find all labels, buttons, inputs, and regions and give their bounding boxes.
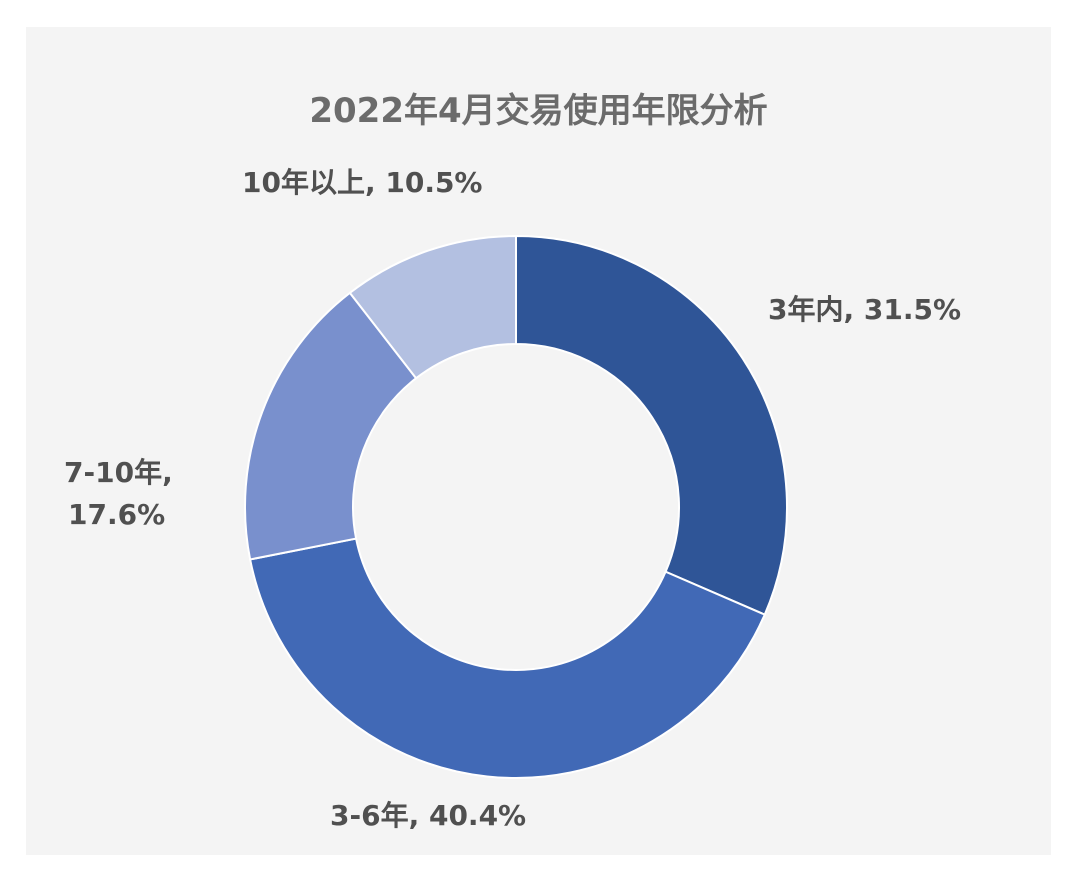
data-label-3-6yr: 3-6年, 40.4% <box>330 795 526 837</box>
data-label-line: 10年以上, 10.5% <box>242 166 483 199</box>
donut-chart <box>244 234 788 779</box>
data-label-line: 3年内, 31.5% <box>768 293 962 326</box>
data-label-line: 7-10年, <box>64 456 173 489</box>
data-label-line: 17.6% <box>68 498 166 531</box>
slice-3yr-within <box>515 234 788 616</box>
data-label-line: 3-6年, 40.4% <box>330 799 527 832</box>
slice-10yr-plus <box>348 234 517 380</box>
slice-7-10yr <box>244 291 418 561</box>
data-label-3yr-within: 3年内, 31.5% <box>768 289 961 331</box>
data-label-10yr-plus: 10年以上, 10.5% <box>242 162 483 204</box>
data-label-7-10yr: 7-10年, 17.6% <box>64 452 173 536</box>
chart-title: 2022年4月交易使用年限分析 <box>309 91 768 131</box>
chart-panel: 2022年4月交易使用年限分析 3年内, 31.5% 3-6年, 40.4% 7… <box>26 27 1051 855</box>
slice-3-6yr <box>248 537 767 779</box>
